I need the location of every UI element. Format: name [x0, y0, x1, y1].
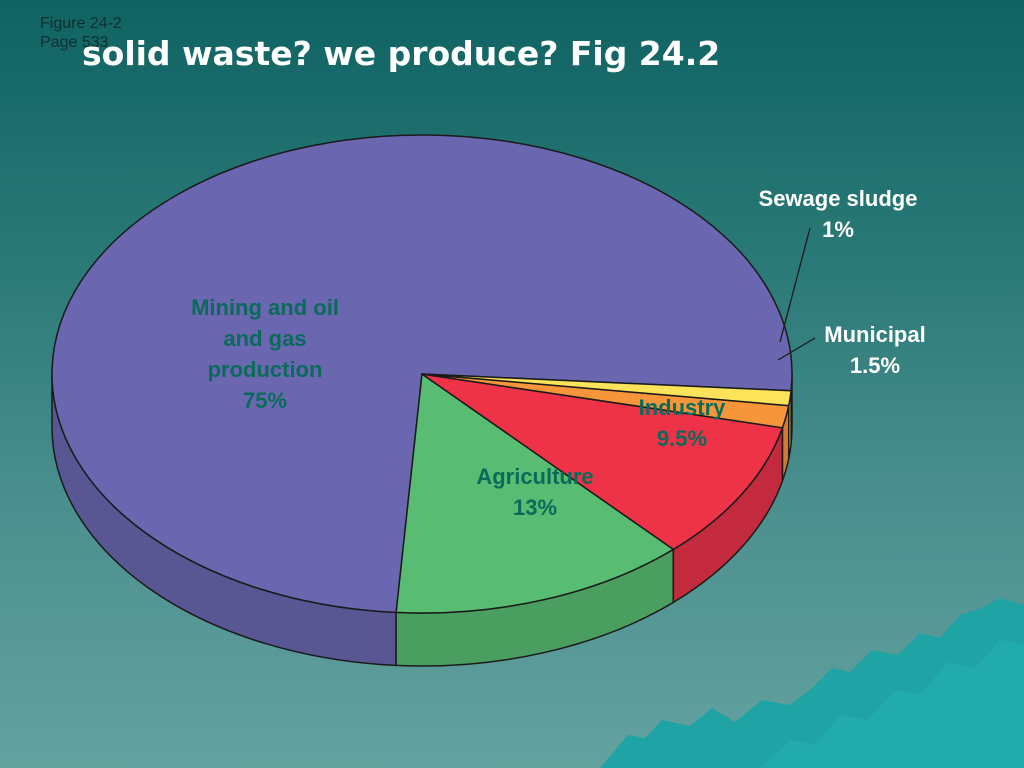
label-sewage-sludge: Sewage sludge 1% — [759, 186, 918, 242]
slice-labels: Mining and oil and gas production 75% Agricu… — [191, 186, 926, 520]
mountain-decoration — [600, 598, 1024, 768]
pie-body — [51, 134, 793, 667]
label-industry: Industry 9.5% — [639, 395, 727, 451]
label-agriculture: Agriculture 13% — [476, 464, 593, 520]
figure-number: Figure 24-2 — [40, 15, 122, 32]
leader-line-municipal — [777, 337, 816, 361]
leader-line-sewage-sludge — [779, 227, 811, 343]
slice-sewage-sludge — [421, 373, 792, 407]
slice-agriculture — [395, 373, 675, 614]
page-number: Page 533 — [40, 34, 109, 51]
slice-industry — [421, 373, 784, 551]
label-mining-and-oil-and-gas-production: Mining and oil and gas production 75% — [191, 295, 339, 413]
label-municipal: Municipal 1.5% — [824, 322, 925, 378]
slide-title: solid waste? we produce? Fig 24.2 — [82, 34, 721, 73]
figure-reference: Figure 24-2 Page 533 — [40, 14, 122, 52]
